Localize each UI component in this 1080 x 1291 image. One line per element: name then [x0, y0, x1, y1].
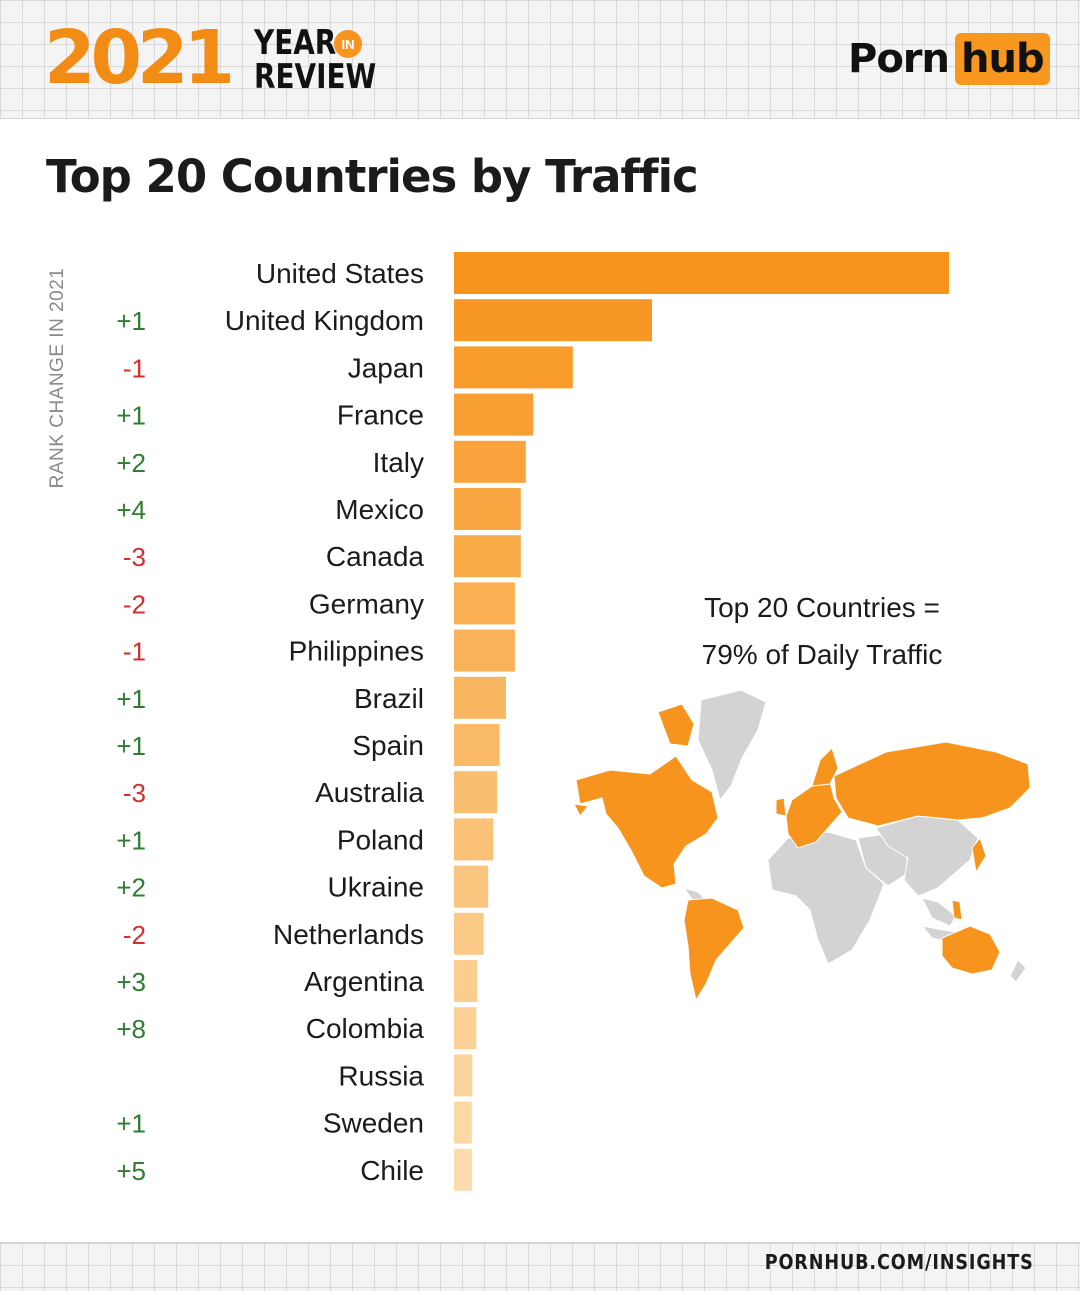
bar-sweden	[454, 1101, 472, 1144]
year-logo: 2021	[44, 15, 235, 101]
category-label: France	[337, 400, 424, 431]
map-south-america	[683, 897, 745, 1002]
rank-change-label: +1	[116, 684, 146, 714]
bar-poland	[454, 818, 494, 861]
bar-japan	[454, 346, 573, 389]
rank-change-label: +2	[116, 873, 146, 903]
world-map-graphic	[573, 689, 1031, 1002]
map-russia	[833, 741, 1031, 827]
rank-change-label: +3	[116, 967, 146, 997]
bar-mexico	[454, 488, 521, 530]
bar-france	[454, 393, 534, 436]
bar-colombia	[454, 1007, 477, 1050]
brand-logo-second: hub	[955, 33, 1050, 85]
map-alaska-islands	[573, 803, 589, 817]
bar-netherlands	[454, 912, 484, 955]
review-word: REVIEW	[254, 57, 377, 97]
category-label: Mexico	[335, 494, 424, 525]
annotation-line-1: Top 20 Countries =	[704, 592, 940, 623]
rank-change-label: +1	[116, 731, 146, 761]
header-grid-background	[0, 0, 1080, 119]
in-badge: IN	[334, 30, 362, 58]
brand-logo: Porn hub	[848, 32, 1050, 86]
rank-change-label: -3	[123, 778, 146, 808]
map-philippines	[951, 899, 963, 921]
category-label: Japan	[348, 352, 424, 383]
bar-brazil	[454, 676, 506, 719]
category-label: Spain	[352, 730, 424, 761]
rank-change-label: -1	[123, 637, 146, 667]
category-label: Poland	[337, 824, 424, 855]
footer-grid-background	[0, 1242, 1080, 1291]
map-greenland	[697, 689, 767, 802]
rank-change-label: +1	[116, 306, 146, 336]
map-southeast-asia	[921, 897, 957, 927]
rank-change-label: +8	[116, 1014, 146, 1044]
map-japan	[971, 836, 987, 874]
bar-united-kingdom	[454, 299, 652, 342]
category-label: Sweden	[323, 1108, 424, 1139]
rank-change-label: +2	[116, 448, 146, 478]
category-label: Colombia	[306, 1013, 425, 1044]
category-label: Philippines	[289, 636, 424, 667]
rank-change-label: +1	[116, 1109, 146, 1139]
rank-change-label: +5	[116, 1156, 146, 1186]
chart-title: Top 20 Countries by Traffic	[46, 150, 699, 203]
bar-russia	[454, 1054, 473, 1097]
category-label: United Kingdom	[225, 305, 424, 336]
map-new-zealand	[1009, 959, 1027, 983]
rank-change-label: -1	[123, 353, 146, 383]
rank-change-label: +1	[116, 401, 146, 431]
rank-change-label: -2	[123, 920, 146, 950]
bar-philippines	[454, 629, 515, 672]
category-label: United States	[256, 258, 424, 289]
map-scandinavia	[811, 747, 839, 787]
brand-logo-first: Porn	[848, 36, 950, 82]
bar-italy	[454, 440, 526, 483]
rank-change-label: +4	[116, 495, 146, 525]
map-africa	[767, 831, 885, 965]
rank-change-label: -3	[123, 542, 146, 572]
rank-change-label: +1	[116, 825, 146, 855]
map-north-america	[575, 755, 719, 889]
category-label: Italy	[373, 447, 424, 478]
bar-germany	[454, 582, 515, 625]
year-word: YEAR	[254, 23, 337, 63]
year-in-review-logo: YEAR REVIEW	[254, 26, 376, 94]
category-label: Netherlands	[273, 919, 424, 950]
category-label: Canada	[326, 541, 425, 572]
category-label: Ukraine	[328, 872, 424, 903]
bar-australia	[454, 771, 498, 814]
world-map	[566, 688, 1036, 1008]
bar-united-states	[454, 252, 949, 294]
annotation-line-2: 79% of Daily Traffic	[701, 639, 943, 670]
traffic-annotation: Top 20 Countries = 79% of Daily Traffic	[660, 584, 984, 678]
map-canada-arctic	[657, 703, 695, 747]
bar-ukraine	[454, 865, 489, 908]
footer-url: PORNHUB.COM/INSIGHTS	[764, 1250, 1034, 1274]
bar-canada	[454, 535, 521, 578]
category-label: Australia	[315, 777, 424, 808]
category-label: Germany	[309, 588, 424, 619]
map-australia	[941, 925, 1001, 975]
category-label: Argentina	[304, 966, 424, 997]
bar-argentina	[454, 960, 478, 1002]
map-uk	[775, 797, 787, 817]
category-label: Russia	[338, 1060, 424, 1091]
rank-change-label: -2	[123, 589, 146, 619]
bar-spain	[454, 724, 500, 766]
category-label: Chile	[360, 1155, 424, 1186]
category-label: Brazil	[354, 683, 424, 714]
bar-chile	[454, 1148, 472, 1191]
